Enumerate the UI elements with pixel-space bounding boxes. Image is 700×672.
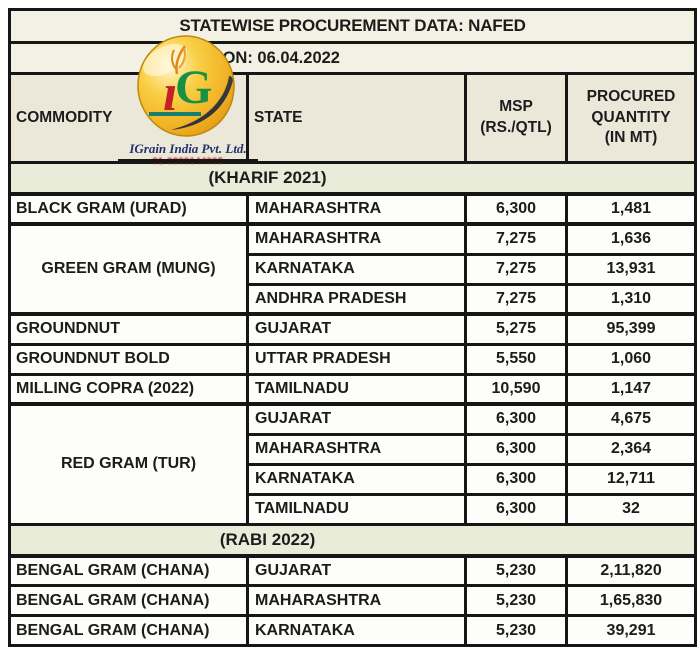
wheat-icon: [178, 47, 186, 69]
quantity-cell: 2,364: [564, 433, 698, 466]
wheat-icon: [171, 49, 178, 71]
state-cell: MAHARASHTRA: [246, 584, 467, 617]
msp-cell: 6,300: [464, 192, 568, 226]
state-cell: MAHARASHTRA: [246, 192, 467, 226]
quantity-cell: 1,147: [564, 372, 698, 406]
msp-cell: 5,550: [464, 342, 568, 376]
logo-underline: [149, 112, 201, 116]
table-row: BENGAL GRAM (CHANA) KARNATAKA 5,230 39,2…: [8, 614, 698, 647]
state-cell: TAMILNADU: [246, 493, 467, 526]
logo-swoosh: [171, 76, 233, 130]
state-cell: GUJARAT: [246, 402, 467, 436]
as-on-date: AS ON: 06.04.2022: [7, 41, 698, 75]
quantity-cell: 1,310: [564, 283, 698, 316]
table-row: MILLING COPRA (2022) TAMILNADU 10,590 1,…: [8, 372, 698, 406]
col-header-quantity: PROCURED QUANTITY (IN MT): [564, 72, 698, 164]
quantity-cell: 1,636: [564, 222, 698, 256]
commodity-cell: BENGAL GRAM (CHANA): [8, 554, 249, 587]
quantity-cell: 13,931: [564, 253, 698, 286]
msp-cell: 6,300: [464, 402, 568, 436]
state-cell: KARNATAKA: [246, 463, 467, 496]
logo-letter-g: G: [175, 61, 212, 114]
table-row: KARNATAKA 6,300 12,711: [10, 463, 698, 496]
commodity-cell: GREEN GRAM (MUNG): [8, 222, 249, 316]
column-header-row: COMMODITY STATE MSP (RS./QTL) PROCURED Q…: [8, 72, 698, 164]
state-cell: MAHARASHTRA: [246, 222, 467, 256]
msp-cell: 10,590: [464, 372, 568, 406]
procurement-table: STATEWISE PROCUREMENT DATA: NAFED AS ON:…: [7, 8, 698, 647]
state-cell: KARNATAKA: [246, 253, 467, 286]
table-row: KARNATAKA 7,275 13,931: [10, 253, 698, 286]
logo-company-name: IGrain India Pvt. Ltd.: [129, 141, 247, 156]
msp-cell: 5,230: [464, 554, 568, 587]
commodity-cell: BENGAL GRAM (CHANA): [8, 584, 249, 617]
table-row: RED GRAM (TUR) GUJARAT 6,300 4,675: [8, 402, 698, 526]
table-row: ANDHRA PRADESH 7,275 1,310: [10, 283, 698, 316]
msp-cell: 5,230: [464, 614, 568, 647]
table-row: GROUNDNUT GUJARAT 5,275 95,399: [8, 312, 698, 346]
table-row: GROUNDNUT BOLD UTTAR PRADESH 5,550 1,060: [8, 342, 698, 376]
state-cell: GUJARAT: [246, 312, 467, 346]
msp-cell: 5,230: [464, 584, 568, 617]
msp-cell: 5,275: [464, 312, 568, 346]
quantity-cell: 95,399: [564, 312, 698, 346]
table-row: BENGAL GRAM (CHANA) GUJARAT 5,230 2,11,8…: [8, 554, 698, 587]
state-cell: KARNATAKA: [246, 614, 467, 647]
msp-cell: 6,300: [464, 433, 568, 466]
state-cell: ANDHRA PRADESH: [246, 283, 467, 316]
table-row: GREEN GRAM (MUNG) MAHARASHTRA 7,275 1,63…: [8, 222, 698, 316]
quantity-cell: 1,65,830: [564, 584, 698, 617]
commodity-cell: GROUNDNUT BOLD: [8, 342, 249, 376]
table-row: BLACK GRAM (URAD) MAHARASHTRA 6,300 1,48…: [8, 192, 698, 226]
section-header-rabi: (RABI 2022): [7, 522, 698, 558]
state-cell: UTTAR PRADESH: [246, 342, 467, 376]
igrain-logo-mark: ı G: [137, 35, 235, 137]
commodity-cell: BENGAL GRAM (CHANA): [8, 614, 249, 647]
table-row: MAHARASHTRA 6,300 2,364: [10, 433, 698, 466]
page-title: STATEWISE PROCUREMENT DATA: NAFED: [7, 8, 698, 44]
quantity-cell: 39,291: [564, 614, 698, 647]
msp-cell: 6,300: [464, 463, 568, 496]
section-label-kharif: (KHARIF 2021): [7, 161, 698, 196]
wheat-icon: [175, 45, 187, 75]
as-on-row: AS ON: 06.04.2022: [7, 41, 698, 75]
commodity-cell: GROUNDNUT: [8, 312, 249, 346]
msp-cell: 7,275: [464, 253, 568, 286]
title-row: STATEWISE PROCUREMENT DATA: NAFED: [7, 8, 698, 44]
quantity-cell: 32: [564, 493, 698, 526]
col-header-msp: MSP (RS./QTL): [464, 72, 568, 164]
logo-letter-i: ı: [163, 65, 177, 122]
msp-cell: 6,300: [464, 493, 568, 526]
table-row: TAMILNADU 6,300 32: [10, 493, 698, 526]
commodity-cell: RED GRAM (TUR): [8, 402, 249, 526]
quantity-cell: 4,675: [564, 402, 698, 436]
state-cell: TAMILNADU: [246, 372, 467, 406]
table-row: BENGAL GRAM (CHANA) MAHARASHTRA 5,230 1,…: [8, 584, 698, 617]
state-cell: MAHARASHTRA: [246, 433, 467, 466]
commodity-cell: MILLING COPRA (2022): [8, 372, 249, 406]
msp-cell: 7,275: [464, 222, 568, 256]
quantity-cell: 1,060: [564, 342, 698, 376]
msp-cell: 7,275: [464, 283, 568, 316]
border-over-phone: [118, 159, 258, 163]
col-header-state: STATE: [246, 72, 467, 164]
section-header-kharif: (KHARIF 2021): [7, 161, 698, 196]
quantity-cell: 2,11,820: [564, 554, 698, 587]
igrain-logo: ı G: [127, 34, 245, 146]
quantity-cell: 1,481: [564, 192, 698, 226]
commodity-cell: BLACK GRAM (URAD): [8, 192, 249, 226]
state-cell: GUJARAT: [246, 554, 467, 587]
quantity-cell: 12,711: [564, 463, 698, 496]
section-label-rabi: (RABI 2022): [7, 522, 698, 558]
